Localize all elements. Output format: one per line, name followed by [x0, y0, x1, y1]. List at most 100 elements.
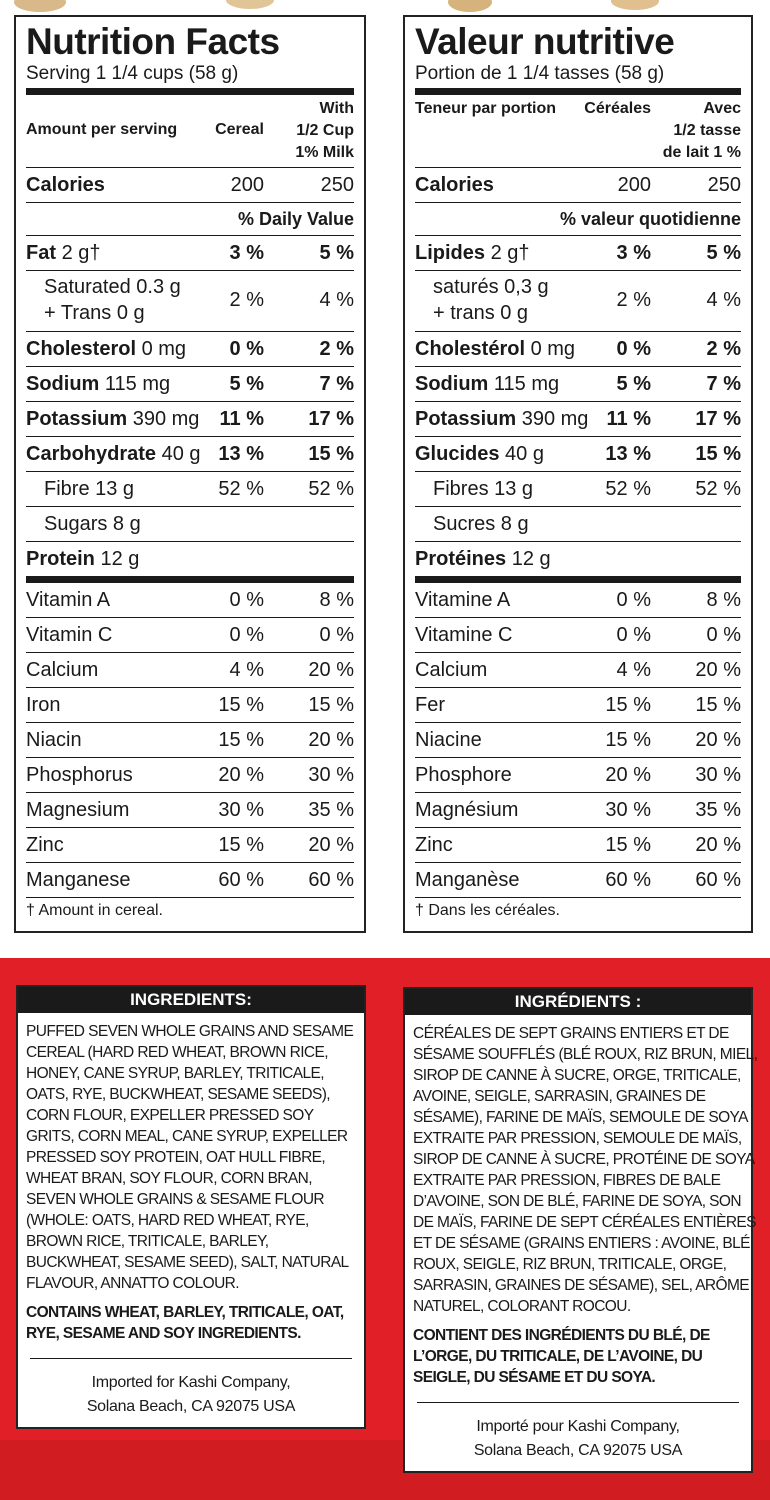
serving-size: Portion de 1 1/4 tasses (58 g) — [415, 63, 665, 84]
nutrient-amount: 115 mg — [104, 373, 171, 395]
nutrient-amount: 115 mg — [493, 373, 560, 395]
sub-nutrient-row: Sugars 8 g — [26, 506, 354, 541]
separator — [30, 1358, 352, 1359]
vitamin-row: Iron 15 % 15 % — [26, 687, 354, 722]
milk-value: 60 % — [695, 869, 741, 891]
nutrient-name: Cholestérol 0 mg — [415, 338, 575, 361]
cereal-value: 60 % — [218, 869, 264, 891]
vitamin-name: Niacin — [26, 729, 82, 751]
milk-value: 15 % — [308, 443, 354, 465]
vitamin-name: Vitamine C — [415, 624, 513, 646]
nutrition-panel: Nutrition Facts Serving 1 1/4 cups (58 g)… — [14, 15, 366, 933]
sub-nutrient-row: Saturated 0.3 g + Trans 0 g 2 % 4 % — [26, 270, 354, 331]
column-header: Teneur par portion Céréales Avec 1/2 tasse d… — [415, 95, 741, 167]
vitamin-row: Fer 15 % 15 % — [415, 687, 741, 722]
nutrient-label: Potassium — [26, 408, 128, 430]
nutrient-amount: 12 g — [100, 548, 140, 570]
milk-value: 20 % — [695, 729, 741, 751]
nutrient-label-line: saturés 0,3 g — [433, 276, 549, 298]
milk-value: 17 % — [308, 408, 354, 430]
allergen-line: L’ORGE, DU TRITICALE, DE L’AVOINE, DU — [413, 1348, 703, 1365]
milk-header-line: 1/2 Cup — [296, 122, 354, 139]
cereal-value: 20 % — [218, 764, 264, 786]
vitamin-row: Manganèse 60 % 60 % — [415, 862, 741, 897]
nutrient-name: saturés 0,3 g + trans 0 g — [433, 274, 549, 326]
calories-row: Calories 200 250 — [26, 167, 354, 202]
nutrient-row: Protéines 12 g — [415, 541, 741, 576]
ingredients-line: BROWN RICE, TRITICALE, BARLEY, — [26, 1233, 269, 1250]
nutrient-name: Cholesterol 0 mg — [26, 338, 186, 361]
cereal-piece — [14, 0, 66, 12]
milk-value: 15 % — [308, 694, 354, 716]
ingredients-line: (WHOLE: OATS, HARD RED WHEAT, RYE, — [26, 1212, 309, 1229]
vitamin-row: Niacin 15 % 20 % — [26, 722, 354, 757]
vitamin-name: Phosphorus — [26, 764, 133, 786]
nutrient-name: Saturated 0.3 g + Trans 0 g — [44, 274, 181, 326]
milk-value: 2 % — [706, 338, 741, 360]
sub-nutrient-row: Sucres 8 g — [415, 506, 741, 541]
milk-value: 4 % — [706, 289, 741, 311]
nutrient-name: Glucides 40 g — [415, 443, 544, 466]
panel-title: Nutrition Facts — [26, 21, 280, 62]
ingredients-line: PRESSED SOY PROTEIN, OAT HULL FIBRE, — [26, 1149, 326, 1166]
milk-value: 20 % — [695, 834, 741, 856]
nutrient-label-line: Saturated 0.3 g — [44, 276, 181, 298]
milk-value: 20 % — [308, 834, 354, 856]
nutrition-panel: Valeur nutritive Portion de 1 1/4 tasses … — [403, 15, 753, 933]
vitamin-name: Zinc — [26, 834, 64, 856]
ingredients-line: SARRASIN, GRAINES DE SÉSAME), SEL, ARÔME — [413, 1277, 750, 1294]
cereal-piece — [448, 0, 492, 12]
allergen-statement: CONTAINS WHEAT, BARLEY, TRITICALE, OAT, R… — [26, 1302, 356, 1344]
nutrient-name: Fibre 13 g — [44, 476, 134, 502]
serving-size: Serving 1 1/4 cups (58 g) — [26, 63, 239, 84]
cereal-value: 0 % — [616, 589, 651, 611]
cereal-decoration — [14, 0, 659, 12]
vitamin-row: Zinc 15 % 20 % — [415, 827, 741, 862]
ingredients-line: SÉSAME), FARINE DE MAÏS, SEMOULE DE SOYA — [413, 1109, 748, 1126]
nutrient-name: Calories — [415, 174, 494, 197]
cereal-value: 52 % — [218, 478, 264, 500]
cereal-header: Cereal — [215, 121, 264, 138]
nutrient-name: Potassium 390 mg — [415, 408, 588, 431]
sub-nutrient-row: Fibre 13 g 52 % 52 % — [26, 471, 354, 506]
importer-line: Imported for Kashi Company, — [91, 1374, 291, 1391]
thick-rule — [26, 88, 354, 95]
nutrient-label: Cholesterol — [26, 338, 137, 360]
nutrient-label: Carbohydrate — [26, 443, 157, 465]
ingredients-panel: INGRÉDIENTS : CÉRÉALES DE SEPT GRAINS ENT… — [403, 987, 758, 1473]
nutrient-label: Sodium — [415, 373, 489, 395]
ingredients-line: AVOINE, SEIGLE, SARRASIN, GRAINES DE — [413, 1088, 706, 1105]
vitamin-name: Vitamin C — [26, 624, 113, 646]
allergen-line: SEIGLE, DU SÉSAME ET DU SOYA. — [413, 1369, 656, 1386]
vitamin-row: Vitamin A 0 % 8 % — [26, 583, 354, 617]
cereal-piece — [611, 0, 659, 10]
milk-value: 7 % — [706, 373, 741, 395]
nutrient-row: Cholestérol 0 mg 0 % 2 % — [415, 331, 741, 366]
nutrient-row: Sodium 115 mg 5 % 7 % — [415, 366, 741, 401]
vitamin-row: Calcium 4 % 20 % — [415, 652, 741, 687]
separator — [417, 1402, 739, 1403]
ingredients-line: GRITS, CORN MEAL, CANE SYRUP, EXPELLER — [26, 1128, 348, 1145]
milk-value: 0 % — [319, 624, 354, 646]
cereal-value: 5 % — [616, 373, 651, 395]
cereal-value: 60 % — [605, 869, 651, 891]
vitamin-name: Magnesium — [26, 799, 130, 821]
thick-rule — [26, 576, 354, 583]
ingredients-line: CÉRÉALES DE SEPT GRAINS ENTIERS ET DE — [413, 1025, 729, 1042]
nutrient-row: Carbohydrate 40 g 13 % 15 % — [26, 436, 354, 471]
cereal-value: 4 % — [229, 659, 264, 681]
milk-value: 5 % — [706, 242, 741, 264]
calories-label: Calories — [26, 174, 105, 196]
milk-value: 15 % — [695, 443, 741, 465]
milk-value: 20 % — [308, 659, 354, 681]
vitamin-row: Phosphorus 20 % 30 % — [26, 757, 354, 792]
amount-header: Teneur par portion — [415, 100, 557, 117]
milk-header: With 1/2 Cup 1% Milk — [295, 98, 354, 164]
milk-value: 30 % — [308, 764, 354, 786]
milk-value: 15 % — [695, 694, 741, 716]
nutrient-amount: 12 g — [511, 548, 551, 570]
cereal-value: 11 % — [606, 408, 651, 430]
milk-value: 60 % — [308, 869, 354, 891]
importer-line: Importé pour Kashi Company, — [476, 1418, 680, 1435]
vitamin-name: Vitamin A — [26, 589, 111, 611]
